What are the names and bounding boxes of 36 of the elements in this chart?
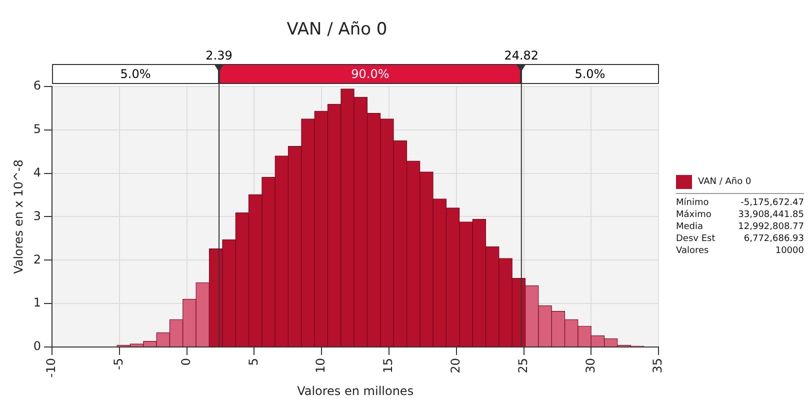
x-tick-label: 20 [448,358,463,374]
y-tick-label: 1 [33,296,42,310]
y-axis-title: Valores en x 10^-8 [11,159,26,274]
x-tick-label: -5 [112,358,126,370]
legend-label: VAN / Año 0 [698,176,752,186]
x-tick-label: -10 [44,358,58,378]
text: -5,175,672.47 [740,196,804,208]
text: 12,992,808.77 [737,220,804,232]
y-tick-label: 5 [33,122,42,136]
x-tick-label: 0 [178,358,193,366]
x-tick-label: 30 [583,358,598,374]
x-tick-label: 10 [314,358,328,374]
x-tick-label: 15 [381,358,396,374]
text: 33,908,441.85 [737,208,804,220]
x-tick-label: 5 [246,358,260,366]
text: 6,772,686.93 [742,232,804,244]
text: Media [676,220,704,232]
x-axis-title: Valores en millones [297,384,414,398]
ref-line-label: 2.39 [206,48,232,63]
x-tick-label: 35 [650,358,665,374]
text: Valores [676,244,710,256]
text: Desv Est [676,232,716,244]
x-tick-label: 25 [516,358,530,374]
text: Máximo [676,208,712,220]
y-tick-label: 6 [33,78,42,93]
text: 5.0% [120,67,151,82]
y-tick-label: 0 [33,339,42,354]
text: 5.0% [574,67,606,82]
chart-title: VAN / Año 0 [286,20,388,40]
text: Mínimo [676,196,710,208]
y-tick-label: 4 [33,165,42,180]
ref-line-label: 24.82 [504,48,539,63]
text: 10000 [774,244,804,256]
y-tick-label: 3 [33,208,42,223]
y-tick-label: 2 [33,252,42,266]
text: 90.0% [351,67,390,82]
